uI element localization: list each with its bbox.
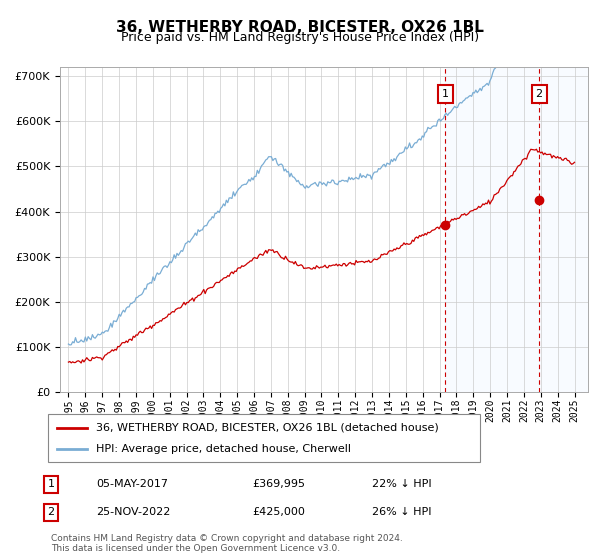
Text: 26% ↓ HPI: 26% ↓ HPI (372, 507, 431, 517)
Text: HPI: Average price, detached house, Cherwell: HPI: Average price, detached house, Cher… (95, 444, 350, 454)
Text: Price paid vs. HM Land Registry's House Price Index (HPI): Price paid vs. HM Land Registry's House … (121, 31, 479, 44)
Text: 1: 1 (442, 89, 449, 99)
Text: £369,995: £369,995 (252, 479, 305, 489)
Text: Contains HM Land Registry data © Crown copyright and database right 2024.
This d: Contains HM Land Registry data © Crown c… (51, 534, 403, 553)
Text: £425,000: £425,000 (252, 507, 305, 517)
FancyBboxPatch shape (48, 414, 480, 462)
Bar (445, 67, 592, 392)
Text: 36, WETHERBY ROAD, BICESTER, OX26 1BL: 36, WETHERBY ROAD, BICESTER, OX26 1BL (116, 20, 484, 35)
Text: 25-NOV-2022: 25-NOV-2022 (96, 507, 170, 517)
Text: 05-MAY-2017: 05-MAY-2017 (96, 479, 168, 489)
Text: 2: 2 (536, 89, 542, 99)
Text: 22% ↓ HPI: 22% ↓ HPI (372, 479, 431, 489)
Text: 2: 2 (47, 507, 55, 517)
Text: 1: 1 (47, 479, 55, 489)
Text: 36, WETHERBY ROAD, BICESTER, OX26 1BL (detached house): 36, WETHERBY ROAD, BICESTER, OX26 1BL (d… (95, 423, 438, 433)
